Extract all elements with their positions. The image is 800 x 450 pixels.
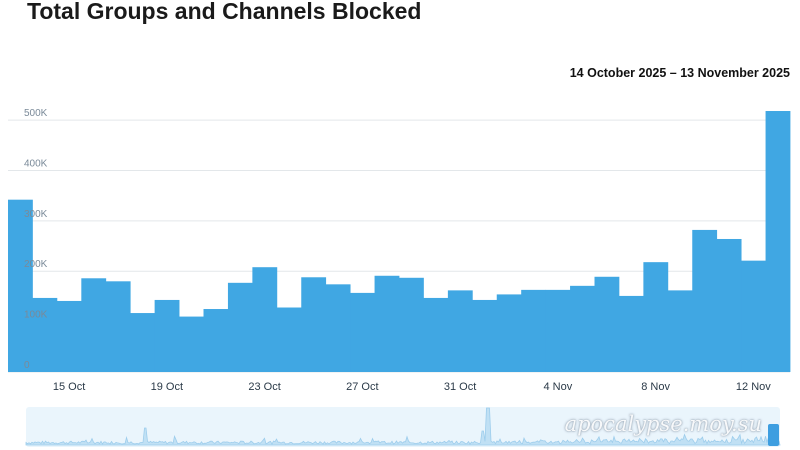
y-axis-ticks: 0 100K 200K 300K 400K 500K	[24, 108, 48, 371]
bars	[8, 111, 791, 372]
bar-2025-11-04[interactable]	[545, 289, 571, 372]
bar-2025-10-17[interactable]	[105, 281, 131, 372]
navigator-right-handle[interactable]	[768, 424, 779, 446]
y-tick-label: 200K	[24, 259, 48, 270]
navigator-line	[25, 407, 781, 446]
y-tick-label: 400K	[24, 158, 48, 169]
y-tick-label: 100K	[24, 310, 48, 321]
bar-2025-10-24[interactable]	[276, 307, 302, 372]
bar-2025-11-01[interactable]	[472, 299, 498, 372]
bar-2025-10-31[interactable]	[447, 290, 473, 372]
bar-2025-10-22[interactable]	[227, 282, 253, 372]
bar-2025-11-06[interactable]	[594, 276, 620, 372]
bar-2025-10-26[interactable]	[325, 284, 351, 372]
x-tick-label: 12 Nov	[736, 381, 771, 393]
bar-2025-10-27[interactable]	[350, 292, 375, 372]
bar-2025-11-12[interactable]	[741, 260, 766, 372]
bar-2025-10-19[interactable]	[154, 299, 180, 372]
y-tick-label: 300K	[24, 209, 48, 220]
bar-2025-10-18[interactable]	[130, 313, 156, 372]
bar-2025-11-13[interactable]	[765, 111, 791, 372]
bar-2025-11-09[interactable]	[667, 290, 693, 372]
bar-2025-10-23[interactable]	[252, 267, 278, 372]
range-navigator[interactable]	[25, 407, 781, 447]
date-range-label: 14 October 2025 – 13 November 2025	[569, 66, 790, 80]
bar-2025-10-28[interactable]	[374, 275, 400, 372]
bar-2025-11-07[interactable]	[618, 295, 644, 372]
x-tick-label: 19 Oct	[151, 381, 183, 393]
x-tick-label: 8 Nov	[641, 381, 670, 393]
bar-2025-10-21[interactable]	[203, 309, 229, 372]
navigator-background	[26, 407, 780, 447]
y-tick-label: 0	[24, 360, 30, 371]
page-title: Total Groups and Channels Blocked	[27, 0, 422, 24]
bar-2025-10-30[interactable]	[423, 297, 449, 372]
bar-2025-10-13[interactable]	[8, 199, 33, 372]
x-tick-label: 4 Nov	[543, 381, 572, 393]
y-tick-label: 500K	[24, 108, 48, 119]
bar-2025-10-16[interactable]	[81, 278, 107, 372]
bar-2025-11-03[interactable]	[521, 289, 547, 372]
bar-2025-11-10[interactable]	[692, 229, 718, 372]
bar-2025-11-11[interactable]	[716, 238, 742, 372]
bar-2025-11-05[interactable]	[570, 285, 595, 372]
bar-2025-11-08[interactable]	[643, 262, 669, 372]
bar-2025-11-02[interactable]	[496, 294, 522, 372]
x-tick-label: 27 Oct	[346, 381, 378, 393]
x-tick-label: 15 Oct	[53, 381, 85, 393]
bar-2025-10-25[interactable]	[301, 277, 327, 372]
bar-2025-10-20[interactable]	[179, 316, 204, 372]
x-tick-label: 23 Oct	[248, 381, 280, 393]
bar-2025-10-14[interactable]	[32, 297, 58, 372]
x-axis-ticks: 15 Oct 19 Oct 23 Oct 27 Oct 31 Oct 4 Nov 8 Nov…	[53, 381, 771, 393]
x-tick-label: 31 Oct	[444, 381, 476, 393]
bar-2025-10-15[interactable]	[56, 300, 82, 372]
bar-2025-10-29[interactable]	[399, 277, 424, 372]
